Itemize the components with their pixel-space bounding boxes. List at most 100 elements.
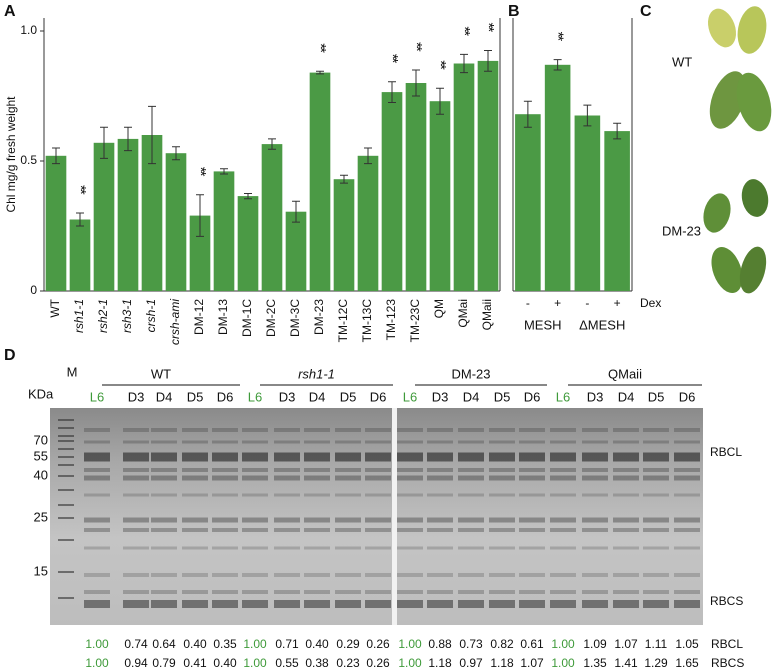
- gel-band: [519, 452, 545, 462]
- gel-band: [274, 590, 300, 594]
- gel-band: [365, 468, 391, 472]
- gel-band: [84, 452, 110, 462]
- leaf-label: WT: [672, 54, 692, 69]
- panel-letter: A: [4, 3, 16, 20]
- gel-band: [242, 440, 268, 444]
- gel-band: [582, 440, 608, 444]
- gel-band: [643, 440, 669, 444]
- gel-band: [212, 590, 238, 594]
- gel-band: [123, 468, 149, 472]
- gel-band: [489, 590, 515, 594]
- significance: **: [408, 42, 425, 52]
- error-bar: [583, 104, 592, 127]
- marker-band: [58, 427, 74, 429]
- gel-band: [643, 590, 669, 594]
- y-axis-label: Chl mg/g fresh weight: [4, 96, 18, 213]
- gel-band: [304, 590, 330, 594]
- gel-band: [427, 428, 453, 432]
- gel-band: [242, 517, 268, 523]
- rbcs-value: 0.38: [305, 656, 329, 670]
- gel-band: [274, 600, 300, 608]
- gel-band: [550, 590, 576, 594]
- rbcs-value: 1.41: [614, 656, 638, 670]
- gel-band: [84, 428, 110, 432]
- band-label: RBCL: [710, 445, 742, 459]
- gel-band: [274, 440, 300, 444]
- gel-band: [427, 590, 453, 594]
- rbcs-value: 1.18: [490, 656, 514, 670]
- marker-lane: M: [67, 364, 78, 379]
- gel-band: [519, 573, 545, 577]
- rbcs-value: 0.79: [152, 656, 176, 670]
- gel-band: [550, 440, 576, 444]
- gel-band: [519, 493, 545, 497]
- significance: **: [456, 26, 473, 36]
- x-tick-label: DM-2C: [264, 299, 278, 337]
- gel-band: [643, 600, 669, 608]
- gel-band: [182, 546, 208, 550]
- gel-band: [674, 468, 700, 472]
- marker-label: 25: [34, 509, 48, 524]
- gel-band: [212, 428, 238, 432]
- gel-band: [458, 590, 484, 594]
- x-tick-label: TM-123: [384, 299, 398, 341]
- gel-band: [274, 468, 300, 472]
- panel-letter: C: [640, 3, 652, 20]
- marker-band: [58, 475, 74, 477]
- significance: **: [384, 54, 401, 64]
- rbcl-value: 1.05: [675, 637, 699, 651]
- marker-band: [58, 456, 74, 458]
- rbcl-value: 0.88: [428, 637, 452, 651]
- rbcs-value: 0.94: [124, 656, 148, 670]
- rbcs-value: 0.55: [275, 656, 299, 670]
- gel-band: [397, 573, 423, 577]
- lane-label: L6: [248, 389, 262, 404]
- gel-band: [643, 517, 669, 523]
- gel-band: [674, 517, 700, 523]
- gel-band: [397, 546, 423, 550]
- lane-label: D6: [524, 389, 541, 404]
- gel-band: [674, 440, 700, 444]
- gel-band: [613, 528, 639, 532]
- significance: **: [312, 43, 329, 53]
- gel-band: [304, 573, 330, 577]
- gel-band: [397, 517, 423, 523]
- gel-band: [123, 600, 149, 608]
- rbcl-value: 0.61: [520, 637, 544, 651]
- gel-band: [304, 468, 330, 472]
- bar: [165, 153, 187, 291]
- gel-band: [274, 573, 300, 577]
- rbcl-value: 0.29: [336, 637, 360, 651]
- x-tick-label: DM-13: [216, 299, 230, 335]
- gel-band: [674, 452, 700, 462]
- lane-label: D3: [587, 389, 604, 404]
- gel-band: [242, 590, 268, 594]
- gel-band: [84, 600, 110, 608]
- lane-label: D6: [679, 389, 696, 404]
- gel-band: [427, 600, 453, 608]
- error-bar: [613, 122, 622, 140]
- row-label: RBCS: [711, 656, 744, 670]
- gel-band: [643, 428, 669, 432]
- bar: [237, 196, 259, 291]
- lane-label: D3: [432, 389, 449, 404]
- gel-band: [242, 428, 268, 432]
- gel-band: [123, 590, 149, 594]
- bar: [309, 72, 331, 291]
- gel-band: [365, 475, 391, 481]
- gel-band: [84, 590, 110, 594]
- gel-band: [304, 546, 330, 550]
- gel-band: [182, 475, 208, 481]
- x-axis-label: Dex: [640, 296, 661, 310]
- x-tick-label: QMaii: [480, 299, 494, 330]
- x-tick-label: -: [526, 296, 530, 310]
- rbcs-value: 0.40: [213, 656, 237, 670]
- x-tick-label: rsh2-1: [96, 299, 110, 333]
- gel-band: [212, 493, 238, 497]
- rbcs-value: 1.35: [583, 656, 607, 670]
- gel-band: [212, 468, 238, 472]
- y-tick-label: 1.0: [20, 23, 37, 37]
- gel-band: [242, 475, 268, 481]
- error-bar: [52, 147, 60, 165]
